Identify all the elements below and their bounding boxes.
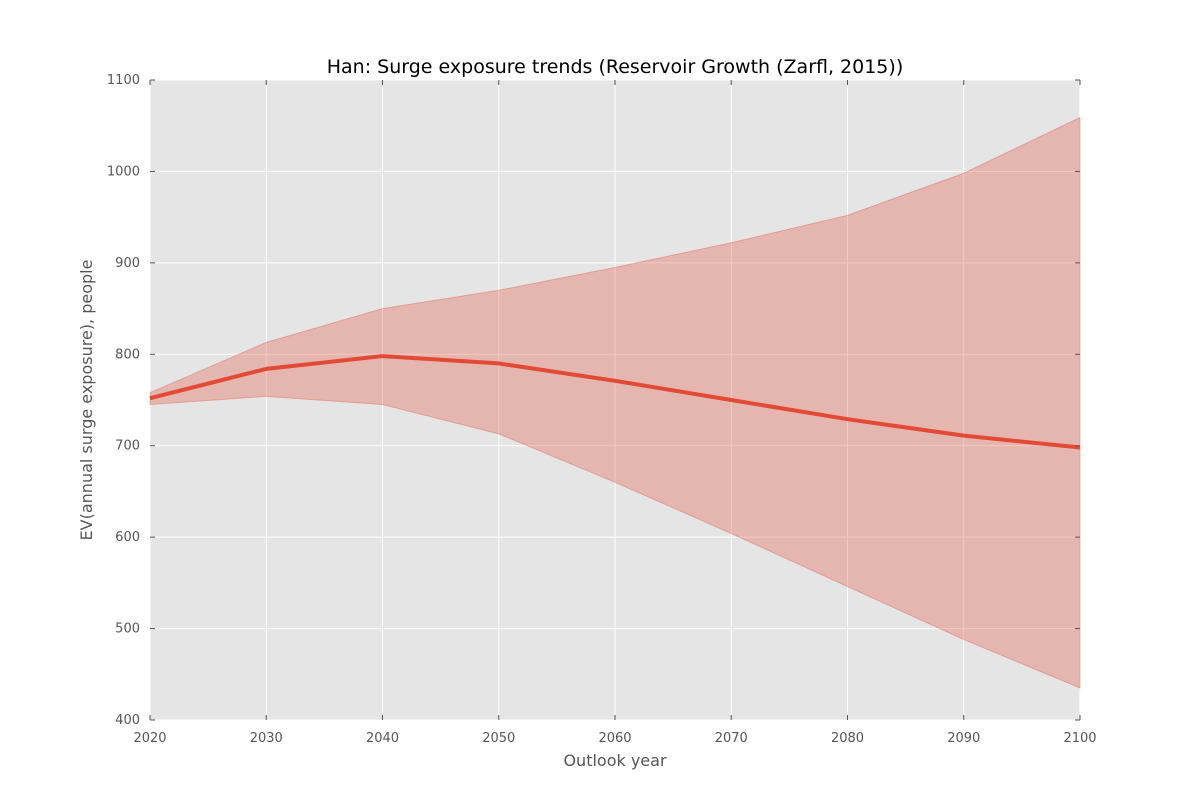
axis-ticks	[149, 79, 1081, 721]
y-axis-label: EV(annual surge exposure), people	[77, 260, 96, 541]
x-tick-label: 2080	[831, 731, 864, 746]
x-tick-label: 2030	[250, 731, 283, 746]
y-tick-labels: 400 500 600 700 800 900 1000 1100	[107, 73, 140, 728]
x-tick-label: 2060	[598, 731, 631, 746]
y-tick-label: 800	[115, 347, 140, 362]
y-tick-label: 1100	[107, 73, 140, 88]
x-tick-label: 2040	[366, 731, 399, 746]
y-tick-label: 700	[115, 439, 140, 454]
y-tick-label: 600	[115, 530, 140, 545]
uncertainty-band	[149, 116, 1081, 689]
x-axis-label: Outlook year	[563, 751, 667, 770]
x-tick-label: 2090	[947, 731, 980, 746]
x-tick-label: 2020	[133, 731, 166, 746]
uncertainty-band-layer	[149, 116, 1081, 689]
x-tick-labels: 2020 2030 2040 2050 2060 2070 2080 2090 2100	[133, 731, 1096, 746]
series-line-0	[149, 354, 1081, 450]
y-tick-label: 900	[115, 256, 140, 271]
chart-title: Han: Surge exposure trends (Reservoir Gr…	[327, 56, 903, 78]
x-tick-label: 2100	[1063, 731, 1096, 746]
y-tick-label: 400	[115, 713, 140, 728]
x-tick-label: 2050	[482, 731, 515, 746]
x-tick-label: 2070	[715, 731, 748, 746]
y-tick-label: 500	[115, 622, 140, 637]
y-tick-label: 1000	[107, 164, 140, 179]
series-line-layer	[149, 354, 1081, 450]
